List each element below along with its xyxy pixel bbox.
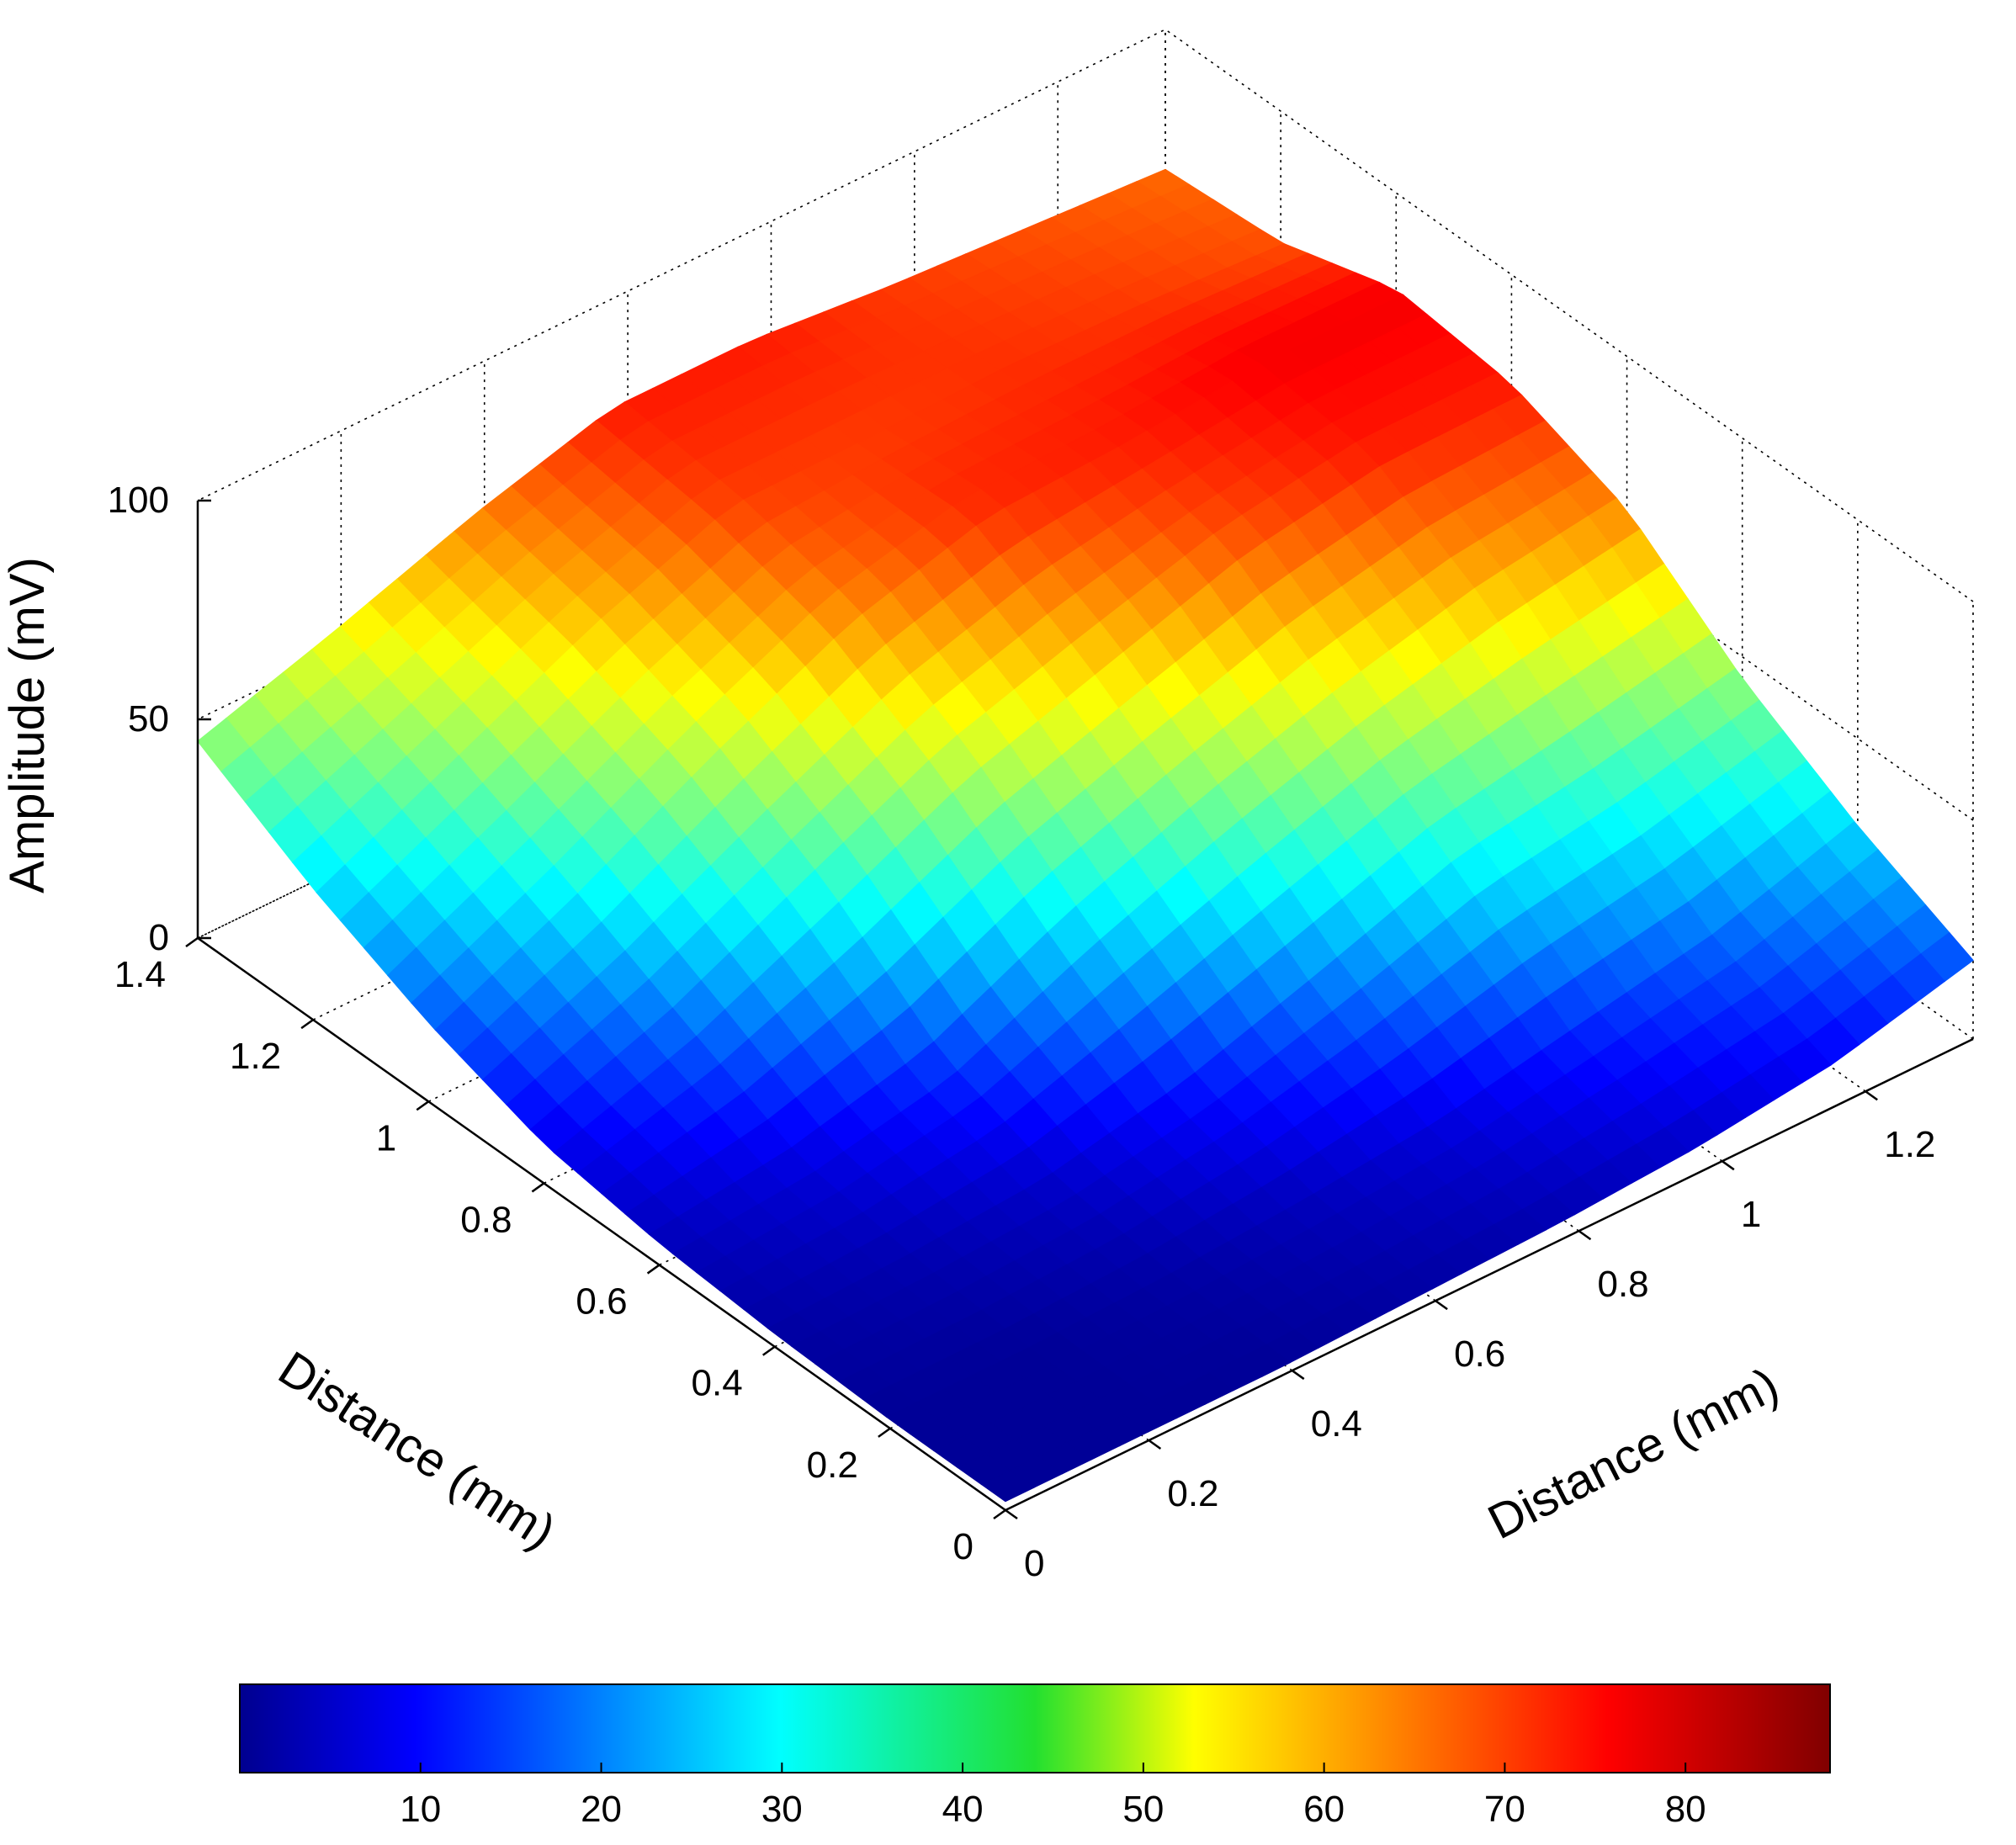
x-tick-label: 1 [376, 1117, 396, 1158]
x-tick-label: 0.2 [807, 1445, 858, 1486]
colorbar-tick-label: 20 [581, 1789, 622, 1830]
y-tick-label: 0.2 [1167, 1473, 1218, 1514]
x-tick-label: 0.8 [460, 1199, 512, 1240]
colorbar-tick-label: 30 [761, 1789, 803, 1830]
colorbar-tick-label: 40 [942, 1789, 984, 1830]
axis-line [1005, 1037, 1974, 1512]
x-tick-mark [416, 1100, 430, 1111]
y-tick-mark [1148, 1439, 1162, 1450]
colorbar-tick-label: 80 [1665, 1789, 1706, 1830]
colorbar [239, 1683, 1831, 1773]
x-tick-mark [300, 1019, 314, 1030]
x-tick-label: 0.4 [692, 1363, 743, 1404]
y-tick-label: 1.2 [1884, 1124, 1935, 1165]
z-axis-ticks: 0 50 100 [108, 480, 211, 958]
y-tick-label: 0.4 [1311, 1403, 1362, 1445]
x-tick-mark [185, 936, 199, 948]
colorbar-tick-label: 60 [1303, 1789, 1345, 1830]
y-tick-mark [1865, 1090, 1878, 1101]
y-tick-mark [1722, 1160, 1735, 1171]
y-tick-label: 0 [1024, 1543, 1044, 1584]
x-axis-label: Distance (mm) [269, 1341, 565, 1560]
z-tick-label: 0 [149, 917, 169, 958]
colorbar-tick-label: 70 [1484, 1789, 1525, 1830]
y-tick-mark [1578, 1230, 1592, 1241]
x-tick-mark [761, 1345, 776, 1356]
y-tick-mark [1435, 1300, 1448, 1311]
colorbar-tick-label: 10 [400, 1789, 441, 1830]
colorbar-tick-label: 50 [1122, 1789, 1164, 1830]
x-axis-ticks: 0 0.2 0.4 0.6 0.8 1 1.2 1.4 [114, 936, 1006, 1567]
z-tick-label: 50 [128, 698, 169, 740]
surface-mesh [197, 168, 1974, 1503]
y-tick-label: 1 [1741, 1194, 1761, 1235]
x-tick-mark [646, 1264, 661, 1275]
axis-line [197, 936, 1006, 1512]
colorbar-ticks: 10 20 30 40 50 60 70 80 [400, 1763, 1706, 1830]
y-tick-mark [1292, 1370, 1305, 1381]
surface-patch [980, 1470, 1035, 1503]
y-tick-label: 0.8 [1597, 1264, 1648, 1305]
x-tick-mark [878, 1427, 891, 1438]
x-tick-label: 1.2 [230, 1036, 281, 1077]
x-tick-label: 0.6 [576, 1281, 627, 1323]
x-tick-label: 1.4 [114, 954, 166, 995]
y-axis-label: Distance (mm) [1479, 1357, 1786, 1550]
z-tick-label: 100 [108, 480, 169, 521]
y-tick-mark [1005, 1508, 1018, 1520]
x-tick-mark [531, 1182, 545, 1193]
z-axis-label: Amplitude (mV) [0, 557, 55, 893]
x-tick-label: 0 [953, 1526, 974, 1567]
x-tick-mark [993, 1508, 1006, 1520]
y-axis-ticks: 0 0.2 0.4 0.6 0.8 1 1.2 [1005, 1090, 1935, 1584]
y-tick-label: 0.6 [1454, 1333, 1505, 1375]
